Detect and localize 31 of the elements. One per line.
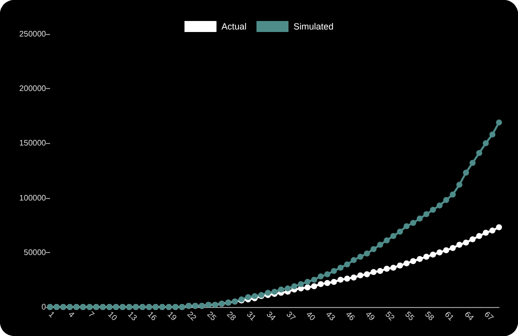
x-tick-label: 55 [403,310,416,323]
x-tick-label: 1 [46,310,57,320]
x-tick-label: 67 [482,310,496,323]
x-tick-label: 61 [442,310,456,323]
x-tick-label: 40 [304,310,318,323]
x-tick-label: 7 [86,310,96,320]
x-tick-label: 19 [166,310,179,323]
x-tick-label: 52 [384,310,397,323]
x-tick-label: 31 [244,310,258,323]
x-tick-label: 37 [284,310,298,323]
x-tick-label: 58 [423,310,436,323]
y-tick-label: 0 [42,302,47,312]
y-tick-label: 250000 [19,30,47,38]
x-tick-label: 10 [106,310,120,323]
x-tick-label: 46 [344,310,357,323]
x-tick-label: 28 [225,310,238,323]
x-tick-label: 64 [462,310,476,323]
y-tick-label: 100000 [19,193,47,202]
x-tick-label: 13 [126,310,140,323]
x-tick-label: 34 [264,310,278,323]
x-tick-label: 43 [324,310,338,323]
x-tick-label: 4 [66,310,77,320]
y-tick-label: 200000 [19,84,47,94]
x-tick-label: 49 [364,310,377,323]
y-tick-label: 50000 [24,248,47,257]
x-tick-label: 25 [205,310,218,323]
x-tick-label: 22 [185,310,199,323]
legend-label: Simulated [293,22,334,32]
legend-label: Actual [221,22,246,32]
x-tick-label: 16 [146,310,159,323]
y-tick-label: 150000 [19,138,47,148]
